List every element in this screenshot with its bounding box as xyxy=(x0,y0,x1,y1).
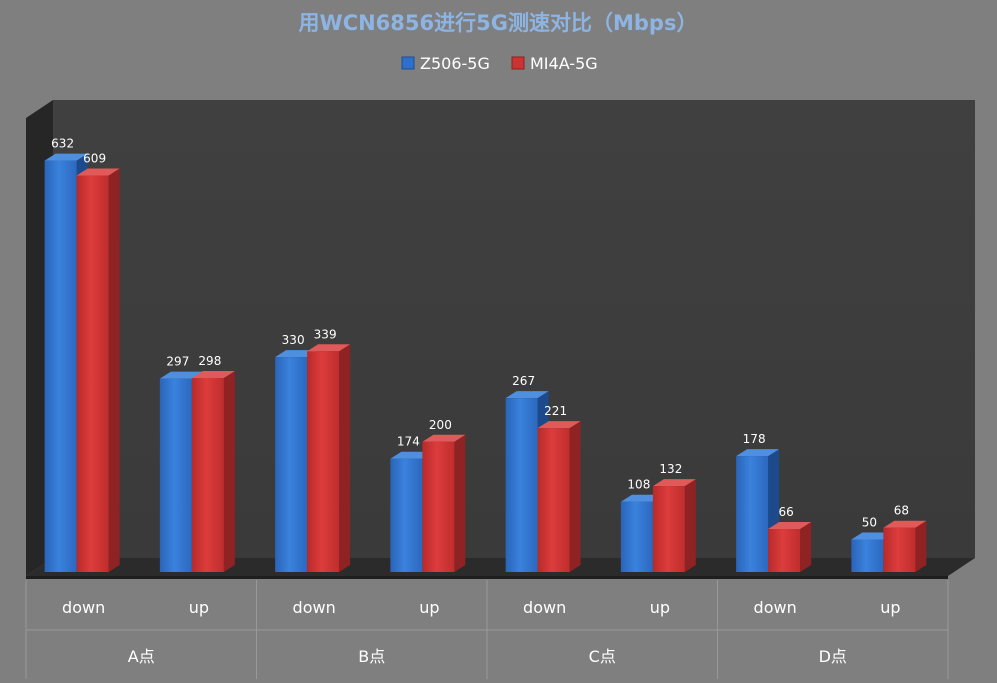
data-label-s2-6: 66 xyxy=(778,505,793,519)
x-tick-label-0: down xyxy=(62,598,105,617)
data-label-s1-1: 297 xyxy=(166,355,189,369)
bar-s2-6 xyxy=(768,522,812,572)
bar-s1-0 xyxy=(44,153,88,572)
x-tick-label-6: down xyxy=(754,598,797,617)
data-label-s1-6: 178 xyxy=(743,432,766,446)
legend-swatch-series-2 xyxy=(511,56,525,70)
x-tick-label-2: down xyxy=(293,598,336,617)
bar-s2-5 xyxy=(652,479,696,572)
data-label-s2-5: 132 xyxy=(659,462,682,476)
x-axis: down up down up down up down up A点 B点 C点 D点 xyxy=(25,580,949,679)
x-tick-label-5: up xyxy=(650,598,670,617)
legend-label-series-1: Z506-5G xyxy=(420,54,490,73)
data-label-s1-2: 330 xyxy=(282,333,305,347)
bars-layer xyxy=(44,153,927,572)
x-group-label-3: D点 xyxy=(819,647,847,666)
x-tick-label-7: up xyxy=(880,598,900,617)
x-tick-label-1: up xyxy=(189,598,209,617)
legend-swatch-series-1 xyxy=(401,56,415,70)
legend-label-series-2: MI4A-5G xyxy=(530,54,598,73)
data-label-s1-0: 632 xyxy=(51,137,74,151)
chart-title: 用WCN6856进行5G测速对比（Mbps） xyxy=(299,11,698,35)
bar-s2-1 xyxy=(191,371,235,572)
bar-s2-3 xyxy=(422,434,466,572)
x-group-label-0: A点 xyxy=(128,647,155,666)
x-group-label-1: B点 xyxy=(358,647,385,666)
bar-s2-7 xyxy=(883,520,927,572)
data-label-s2-0: 609 xyxy=(83,152,106,166)
data-label-s1-5: 108 xyxy=(627,478,650,492)
x-tick-label-3: up xyxy=(419,598,439,617)
data-label-s2-4: 221 xyxy=(544,404,567,418)
floor-edge xyxy=(26,576,948,579)
legend: Z506-5G MI4A-5G xyxy=(401,54,598,73)
data-label-s2-2: 339 xyxy=(314,327,337,341)
bar-s2-2 xyxy=(307,344,351,572)
data-label-s2-3: 200 xyxy=(429,418,452,432)
data-label-s2-1: 298 xyxy=(198,354,221,368)
data-label-s1-4: 267 xyxy=(512,374,535,388)
x-group-label-2: C点 xyxy=(589,647,616,666)
data-label-s1-3: 174 xyxy=(397,435,420,449)
x-tick-label-4: down xyxy=(523,598,566,617)
data-labels-layer: 632 609 297 298 330 339 174 200 267 221 108 132 178 6… xyxy=(51,137,909,530)
bar-s2-0 xyxy=(76,168,120,572)
data-label-s1-7: 50 xyxy=(862,515,877,529)
bar-s2-4 xyxy=(537,421,581,572)
data-label-s2-7: 68 xyxy=(894,504,909,518)
